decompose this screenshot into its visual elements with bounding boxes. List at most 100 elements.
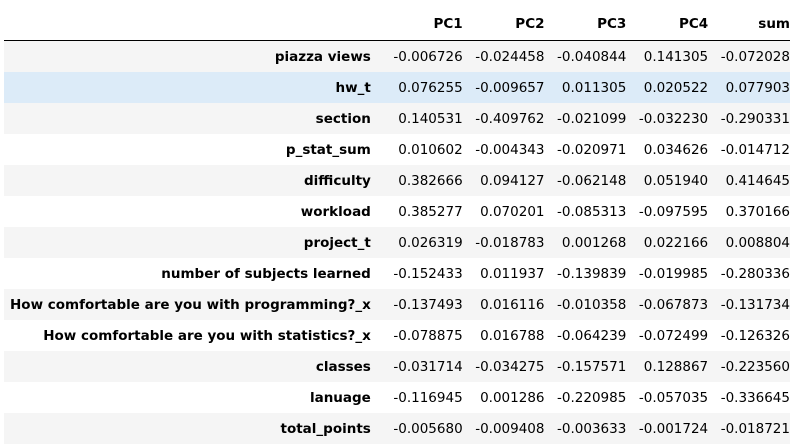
table-cell: 0.051940 [643, 172, 709, 189]
table-cell: -0.072028 [720, 48, 790, 65]
table-cell: -0.019985 [638, 265, 709, 282]
table-cell: 0.022166 [643, 234, 709, 251]
table-body: piazza views -0.006726 -0.024458 -0.040844 0… [4, 40, 790, 444]
table-cell: -0.131734 [720, 296, 790, 313]
index-header [4, 7, 381, 41]
table-row: number of subjects learned -0.152433 0.011… [4, 258, 790, 289]
table-cell: -0.057035 [638, 389, 709, 406]
table-row: hw_t 0.076255 -0.009657 0.011305 0.020522 0.0… [4, 72, 790, 103]
table-cell: -0.032230 [638, 110, 709, 127]
table-cell: -0.021099 [557, 110, 627, 127]
table-cell: 0.001268 [561, 234, 627, 251]
table-cell: 0.008804 [725, 234, 790, 251]
table-cell: 0.128867 [643, 358, 709, 375]
row-label: classes [315, 358, 371, 375]
row-label: difficulty [304, 172, 371, 189]
table-cell: -0.018783 [475, 234, 545, 251]
table-cell: 0.414645 [725, 172, 790, 189]
table-row: How comfortable are you with programming… [4, 289, 790, 320]
pca-loadings-table: PC1 PC2 PC3 PC4 sum piazza views -0.00672… [4, 7, 790, 444]
row-label: piazza views [274, 48, 371, 65]
table-row: lanuage -0.116945 0.001286 -0.220985 -0.0570… [4, 382, 790, 413]
table-cell: -0.137493 [393, 296, 463, 313]
table-cell: -0.072499 [638, 327, 709, 344]
table-cell: -0.223560 [720, 358, 790, 375]
table-cell: -0.152433 [393, 265, 463, 282]
row-label: section [315, 110, 371, 127]
row-label: project_t [303, 234, 371, 251]
table-row: difficulty 0.382666 0.094127 -0.062148 0.051… [4, 165, 790, 196]
table-cell: 0.016116 [480, 296, 545, 313]
table-cell: -0.064239 [557, 327, 627, 344]
table-cell: -0.014712 [720, 141, 790, 158]
table-cell: -0.004343 [475, 141, 545, 158]
table-cell: -0.085313 [557, 203, 627, 220]
table-cell: 0.016788 [480, 327, 545, 344]
row-label: workload [300, 203, 371, 220]
table-cell: -0.097595 [638, 203, 709, 220]
table-cell: 0.011937 [480, 265, 545, 282]
table-cell: -0.336645 [720, 389, 790, 406]
table-cell: 0.140531 [398, 110, 463, 127]
table-cell: -0.001724 [638, 420, 709, 437]
header-row: PC1 PC2 PC3 PC4 sum [4, 7, 790, 41]
table-row: section 0.140531 -0.409762 -0.021099 -0.0322… [4, 103, 790, 134]
table-cell: -0.062148 [557, 172, 627, 189]
table-cell: 0.070201 [480, 203, 545, 220]
table-cell: -0.031714 [393, 358, 463, 375]
table-cell: -0.040844 [557, 48, 627, 65]
column-header-pc2: PC2 [462, 7, 545, 41]
table-cell: -0.020971 [557, 141, 627, 158]
column-header-sum: sum [708, 7, 790, 41]
table-row: How comfortable are you with statistics?… [4, 320, 790, 351]
table-cell: -0.009408 [475, 420, 545, 437]
table-cell: -0.290331 [720, 110, 790, 127]
row-label: total_points [280, 420, 371, 437]
table-cell: -0.126326 [720, 327, 790, 344]
table-cell: -0.024458 [475, 48, 545, 65]
row-label: hw_t [335, 79, 371, 96]
table-cell: 0.010602 [398, 141, 463, 158]
column-header-pc3: PC3 [544, 7, 627, 41]
table-cell: 0.011305 [561, 79, 627, 96]
table-row: total_points -0.005680 -0.009408 -0.003633-… [4, 413, 790, 444]
table-cell: 0.026319 [398, 234, 463, 251]
row-label: lanuage [309, 389, 371, 406]
column-header-pc1: PC1 [380, 7, 463, 41]
table-cell: -0.010358 [557, 296, 627, 313]
table-row: workload 0.385277 0.070201 -0.085313 -0.0975… [4, 196, 790, 227]
table-cell: -0.220985 [557, 389, 627, 406]
table-cell: -0.116945 [393, 389, 463, 406]
row-label: How comfortable are you with programming… [10, 296, 371, 313]
table-cell: -0.005680 [393, 420, 463, 437]
table-row: p_stat_sum 0.010602 -0.004343 -0.020971 0.03… [4, 134, 790, 165]
table-cell: 0.034626 [643, 141, 709, 158]
table-cell: 0.385277 [398, 203, 463, 220]
table-cell: 0.001286 [480, 389, 545, 406]
row-label: How comfortable are you with statistics?… [43, 327, 371, 344]
table-cell: -0.078875 [393, 327, 463, 344]
table-row: classes -0.031714 -0.034275 -0.157571 0.1288… [4, 351, 790, 382]
table-cell: -0.157571 [557, 358, 627, 375]
table-cell: -0.034275 [475, 358, 545, 375]
table-cell: 0.076255 [398, 79, 463, 96]
table-cell: -0.280336 [720, 265, 790, 282]
table-cell: 0.020522 [643, 79, 709, 96]
table-cell: -0.139839 [557, 265, 627, 282]
table-cell: -0.003633 [557, 420, 627, 437]
column-header-pc4: PC4 [626, 7, 709, 41]
table-cell: 0.141305 [643, 48, 709, 65]
table-cell: -0.018721 [720, 420, 790, 437]
table-cell: 0.370166 [725, 203, 790, 220]
table-cell: -0.067873 [638, 296, 709, 313]
table-cell: 0.077903 [725, 79, 790, 96]
row-label: number of subjects learned [161, 265, 371, 282]
table-cell: -0.006726 [393, 48, 463, 65]
table-cell: -0.409762 [475, 110, 545, 127]
table-cell: 0.094127 [480, 172, 545, 189]
table-cell: 0.382666 [398, 172, 463, 189]
table-row: piazza views -0.006726 -0.024458 -0.040844 0… [4, 40, 790, 72]
table-cell: -0.009657 [475, 79, 545, 96]
row-label: p_stat_sum [285, 141, 371, 158]
